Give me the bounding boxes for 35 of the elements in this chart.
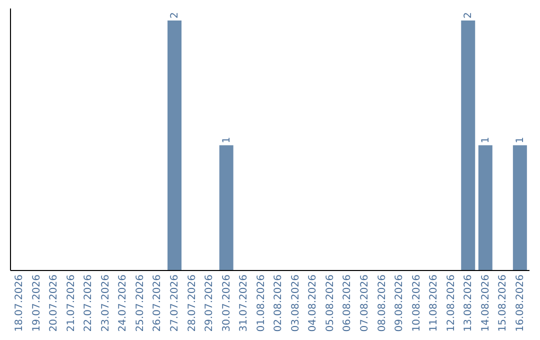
x-tick-label: 24.07.2026: [118, 274, 129, 332]
x-tick-label: 18.07.2026: [14, 274, 26, 332]
x-tick-label: 20.07.2026: [48, 274, 60, 332]
x-tick-label: 27.07.2026: [170, 274, 181, 332]
x-tick-label: 30.07.2026: [221, 274, 232, 332]
x-tick-label: 12.08.2026: [446, 274, 457, 332]
data-label: 1: [480, 136, 492, 144]
x-tick-label: 21.07.2026: [66, 274, 77, 332]
x-tick-label: 25.07.2026: [134, 274, 146, 332]
data-label: 1: [221, 136, 232, 144]
x-tick-label: 02.08.2026: [273, 274, 284, 332]
x-tick-label: 07.08.2026: [359, 274, 370, 332]
x-tick-label: 05.08.2026: [324, 274, 336, 332]
x-tick-label: 13.08.2026: [463, 274, 474, 332]
data-label: 2: [170, 12, 181, 18]
x-tick-label: 23.07.2026: [100, 274, 112, 332]
x-tick-label: 01.08.2026: [256, 274, 267, 332]
x-tick-label: 11.08.2026: [428, 274, 440, 332]
x-tick-label: 06.08.2026: [342, 274, 354, 332]
x-tick-label: 14.08.2026: [480, 274, 492, 332]
x-tick-label: 08.08.2026: [376, 274, 388, 332]
x-tick-label: 29.07.2026: [204, 274, 216, 332]
x-tick-label: 26.07.2026: [152, 274, 164, 332]
x-tick-label: 10.08.2026: [411, 274, 422, 332]
x-tick-label: 03.08.2026: [290, 274, 302, 332]
x-tick-label: 15.08.2026: [498, 274, 509, 332]
x-tick-label: 09.08.2026: [394, 274, 406, 332]
x-tick-label: 04.08.2026: [308, 274, 319, 332]
x-tick-label: 28.07.2026: [186, 274, 198, 332]
x-tick-label: 31.07.2026: [238, 274, 250, 332]
data-label: 2: [463, 12, 474, 18]
x-tick-label: 22.07.2026: [83, 274, 94, 332]
data-label: 1: [514, 136, 526, 144]
x-tick-label: 19.07.2026: [31, 274, 42, 332]
x-tick-label: 16.08.2026: [514, 274, 526, 332]
